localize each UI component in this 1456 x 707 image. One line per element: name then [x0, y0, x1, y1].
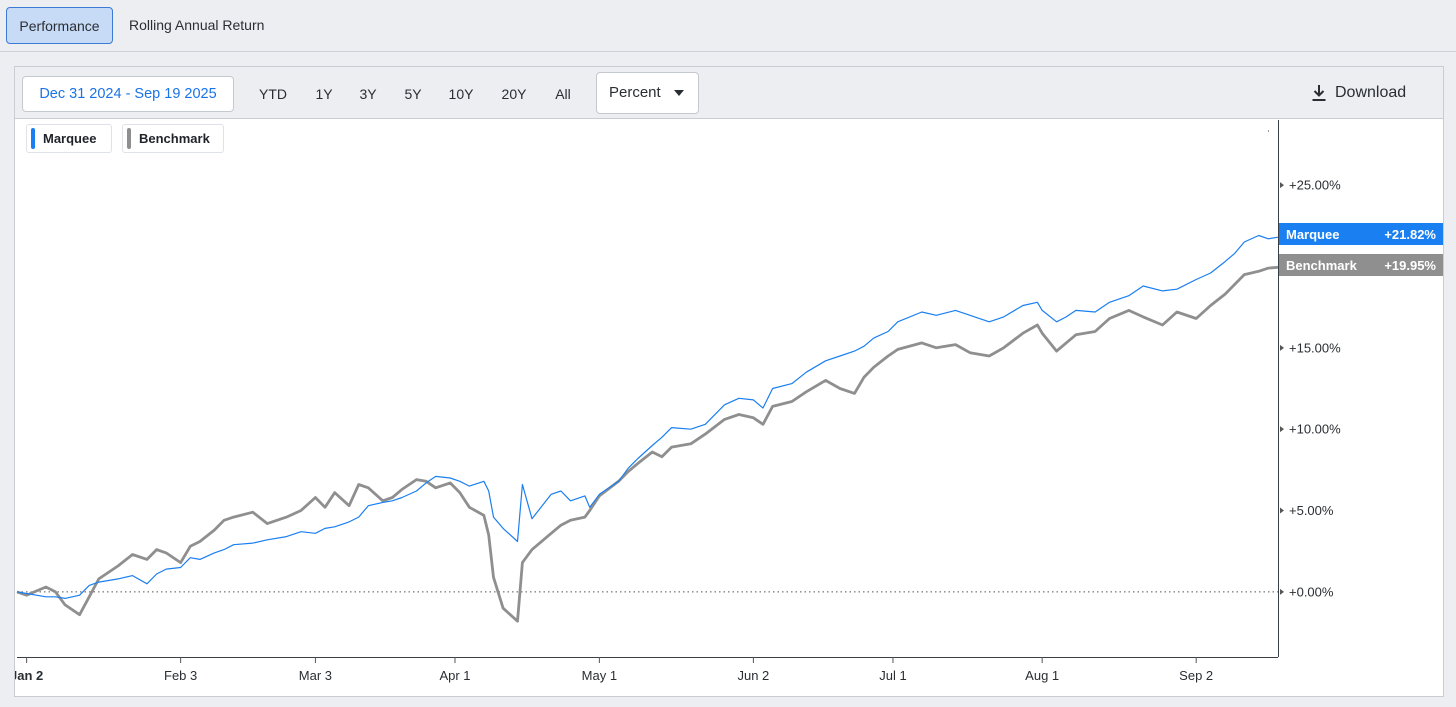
legend-benchmark-swatch — [127, 128, 131, 149]
last-value-tag-value: +21.82% — [1384, 227, 1436, 242]
chart-toolbar: Dec 31 2024 - Sep 19 2025 YTD 1Y 3Y 5Y 1… — [15, 67, 1443, 119]
y-tick-mark — [1280, 182, 1284, 189]
mode-select[interactable]: Percent — [596, 72, 699, 114]
period-1y-button[interactable]: 1Y — [315, 86, 333, 102]
period-ytd-button[interactable]: YTD — [259, 86, 287, 102]
period-all-button[interactable]: All — [555, 86, 571, 102]
legend-marquee[interactable]: Marquee — [26, 124, 112, 153]
tab-performance[interactable]: Performance — [6, 7, 113, 44]
period-5y-button[interactable]: 5Y — [404, 86, 422, 102]
y-tick-mark — [1280, 507, 1284, 514]
mode-select-value: Percent — [609, 84, 661, 101]
tab-bar: Performance Rolling Annual Return — [0, 0, 1456, 52]
legend-marquee-label: Marquee — [43, 131, 97, 146]
series-line-benchmark — [16, 265, 1279, 623]
date-range-picker[interactable]: Dec 31 2024 - Sep 19 2025 — [22, 76, 234, 112]
chart-panel: Dec 31 2024 - Sep 19 2025 YTD 1Y 3Y 5Y 1… — [14, 66, 1444, 697]
x-tick-label: May 1 — [582, 668, 617, 683]
x-tick-label: Jul 1 — [879, 668, 906, 683]
y-tick-label: +5.00% — [1289, 503, 1334, 518]
y-tick-mark — [1280, 588, 1284, 595]
x-tick-label: Jan 2 — [15, 668, 43, 683]
y-tick-label: +15.00% — [1289, 340, 1341, 355]
performance-chart: +0.00%+5.00%+10.00%+15.00%+20.00%+25.00%… — [15, 120, 1443, 683]
period-20y-button[interactable]: 20Y — [501, 86, 527, 102]
x-tick-label: Jun 2 — [737, 668, 769, 683]
period-3y-button[interactable]: 3Y — [359, 86, 377, 102]
y-tick-label: +25.00% — [1289, 178, 1341, 193]
series-line-marquee — [16, 234, 1279, 599]
last-value-tag-benchmark — [1279, 254, 1443, 276]
last-value-tag-name: Benchmark — [1286, 258, 1358, 273]
last-value-tag-value: +19.95% — [1384, 258, 1436, 273]
y-tick-label: +10.00% — [1289, 422, 1341, 437]
period-10y-button[interactable]: 10Y — [448, 86, 474, 102]
legend-marquee-swatch — [31, 128, 35, 149]
last-value-tag-name: Marquee — [1286, 227, 1339, 242]
x-tick-label: Apr 1 — [439, 668, 470, 683]
x-tick-label: Aug 1 — [1025, 668, 1059, 683]
x-tick-label: Mar 3 — [299, 668, 332, 683]
caret-down-icon — [674, 90, 684, 96]
y-tick-mark — [1280, 344, 1284, 351]
download-icon — [1312, 84, 1326, 101]
download-button[interactable]: Download — [1311, 78, 1406, 108]
y-tick-mark — [1280, 426, 1284, 433]
x-tick-label: Feb 3 — [164, 668, 197, 683]
legend-benchmark[interactable]: Benchmark — [122, 124, 224, 153]
tab-rolling-annual-return[interactable]: Rolling Annual Return — [129, 17, 265, 33]
download-label: Download — [1335, 84, 1407, 101]
last-value-tag-marquee — [1279, 223, 1443, 245]
y-tick-label: +0.00% — [1289, 584, 1334, 599]
legend-benchmark-label: Benchmark — [139, 131, 210, 146]
x-tick-label: Sep 2 — [1179, 668, 1213, 683]
